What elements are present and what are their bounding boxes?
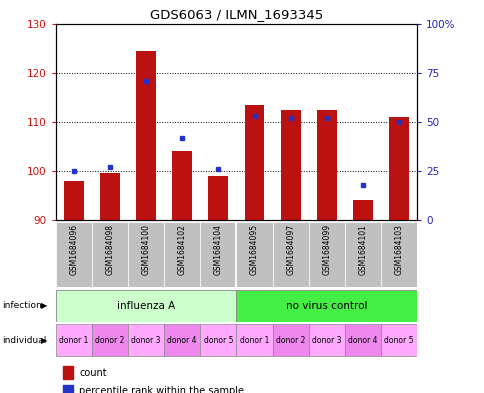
Bar bbox=[128, 222, 164, 287]
Text: infection: infection bbox=[2, 301, 42, 310]
Bar bbox=[380, 222, 416, 287]
Text: count: count bbox=[79, 367, 106, 378]
Text: percentile rank within the sample: percentile rank within the sample bbox=[79, 386, 244, 393]
Bar bbox=[164, 222, 200, 287]
Text: GSM1684104: GSM1684104 bbox=[213, 224, 223, 275]
Bar bbox=[200, 222, 236, 287]
Bar bbox=[388, 117, 408, 220]
Text: donor 5: donor 5 bbox=[383, 336, 413, 345]
Bar bbox=[136, 51, 156, 220]
Text: GSM1684096: GSM1684096 bbox=[69, 224, 78, 275]
Text: ▶: ▶ bbox=[41, 336, 47, 345]
Text: donor 5: donor 5 bbox=[203, 336, 233, 345]
Text: GSM1684098: GSM1684098 bbox=[105, 224, 114, 275]
Bar bbox=[280, 110, 300, 220]
Bar bbox=[236, 324, 272, 356]
Bar bbox=[56, 290, 236, 321]
Text: donor 4: donor 4 bbox=[167, 336, 197, 345]
Text: GSM1684100: GSM1684100 bbox=[141, 224, 151, 275]
Bar bbox=[236, 222, 272, 287]
Text: donor 4: donor 4 bbox=[348, 336, 377, 345]
Bar bbox=[236, 290, 416, 321]
Bar bbox=[344, 222, 380, 287]
Bar bbox=[63, 385, 73, 393]
Bar bbox=[56, 324, 92, 356]
Bar bbox=[208, 176, 228, 220]
Text: influenza A: influenza A bbox=[117, 301, 175, 310]
Bar bbox=[63, 366, 73, 379]
Bar bbox=[316, 110, 336, 220]
Bar bbox=[128, 324, 164, 356]
Text: donor 3: donor 3 bbox=[131, 336, 161, 345]
Bar bbox=[172, 151, 192, 220]
Bar bbox=[308, 222, 344, 287]
Text: individual: individual bbox=[2, 336, 46, 345]
Text: GSM1684097: GSM1684097 bbox=[286, 224, 295, 275]
Text: GSM1684099: GSM1684099 bbox=[321, 224, 331, 275]
Text: no virus control: no virus control bbox=[286, 301, 367, 310]
Bar bbox=[200, 324, 236, 356]
Text: GSM1684101: GSM1684101 bbox=[358, 224, 367, 275]
Bar bbox=[244, 105, 264, 220]
Text: donor 1: donor 1 bbox=[239, 336, 269, 345]
Text: donor 3: donor 3 bbox=[311, 336, 341, 345]
Bar bbox=[56, 222, 92, 287]
Text: ▶: ▶ bbox=[41, 301, 47, 310]
Bar bbox=[272, 222, 308, 287]
Bar bbox=[100, 173, 120, 220]
Bar bbox=[92, 222, 128, 287]
Bar bbox=[344, 324, 380, 356]
Text: donor 1: donor 1 bbox=[59, 336, 89, 345]
Title: GDS6063 / ILMN_1693345: GDS6063 / ILMN_1693345 bbox=[150, 8, 322, 21]
Text: GSM1684103: GSM1684103 bbox=[393, 224, 403, 275]
Bar bbox=[92, 324, 128, 356]
Bar bbox=[272, 324, 308, 356]
Text: GSM1684102: GSM1684102 bbox=[177, 224, 186, 275]
Bar bbox=[380, 324, 416, 356]
Text: donor 2: donor 2 bbox=[95, 336, 124, 345]
Bar bbox=[164, 324, 200, 356]
Bar bbox=[352, 200, 372, 220]
Text: donor 2: donor 2 bbox=[275, 336, 305, 345]
Bar bbox=[308, 324, 344, 356]
Bar bbox=[64, 181, 84, 220]
Text: GSM1684095: GSM1684095 bbox=[249, 224, 258, 275]
